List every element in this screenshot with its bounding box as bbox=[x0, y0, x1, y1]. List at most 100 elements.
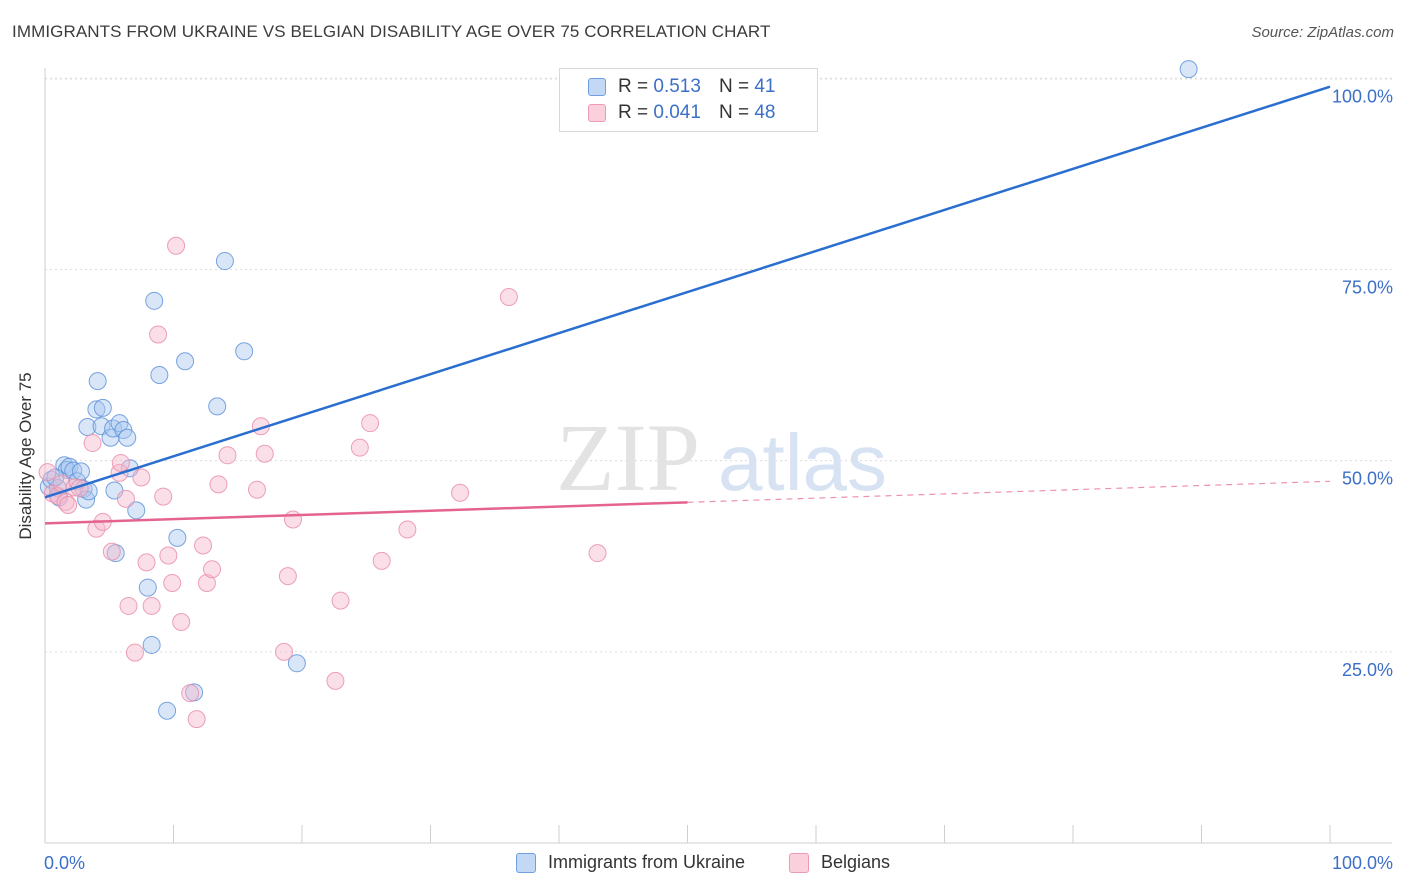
blue-data-point bbox=[71, 462, 90, 481]
pink-trend-line-dashed bbox=[687, 480, 1331, 503]
pink-data-point bbox=[149, 325, 168, 344]
blue-data-point bbox=[208, 397, 227, 416]
blue-data-point bbox=[93, 398, 112, 417]
blue-data-point bbox=[127, 501, 146, 520]
source-label: Source: ZipAtlas.com bbox=[1251, 24, 1394, 41]
pink-data-point bbox=[326, 671, 345, 690]
pink-data-point bbox=[588, 544, 607, 563]
pink-data-point bbox=[181, 684, 200, 703]
pink-data-point bbox=[372, 551, 391, 570]
pink-trend-line bbox=[44, 501, 688, 525]
blue-data-point bbox=[87, 400, 106, 419]
pink-data-point bbox=[38, 463, 57, 482]
y-tick-label: 100.0% bbox=[1332, 86, 1393, 106]
pink-data-point bbox=[218, 446, 237, 465]
legend-swatch-pink bbox=[789, 852, 809, 873]
pink-data-point bbox=[275, 642, 294, 661]
pink-data-point bbox=[278, 567, 297, 586]
x-tick-label: 0.0% bbox=[44, 853, 85, 873]
y-axis-label: Disability Age Over 75 bbox=[16, 372, 35, 540]
blue-data-point bbox=[150, 366, 169, 384]
legend-label-belgians: Belgians bbox=[821, 852, 891, 872]
pink-data-point bbox=[172, 613, 191, 631]
axis-layer bbox=[44, 68, 1392, 844]
x-tick-label: 100.0% bbox=[1332, 853, 1393, 873]
pink-data-point bbox=[111, 453, 130, 472]
grid-layer bbox=[45, 77, 1392, 653]
blue-data-point bbox=[78, 418, 97, 436]
pink-data-point bbox=[361, 414, 380, 433]
trend-layer bbox=[44, 85, 1331, 525]
stats-legend: R = 0.513 N = 41 R = 0.041 N = 48 bbox=[559, 68, 818, 132]
blue-data-point bbox=[138, 578, 157, 597]
legend-r-label: R = bbox=[618, 76, 649, 97]
legend-row-belgians: R = 0.041 N = 48 bbox=[588, 100, 775, 126]
blue-data-point bbox=[142, 635, 161, 654]
pink-data-point bbox=[154, 487, 173, 506]
blue-data-point bbox=[168, 528, 187, 547]
legend-item-belgians: Belgians bbox=[789, 852, 890, 873]
blue-data-point bbox=[158, 701, 177, 720]
blue-data-point bbox=[88, 372, 107, 391]
legend-n-value: 41 bbox=[754, 76, 776, 97]
pink-data-point bbox=[499, 288, 518, 306]
legend-item-ukraine: Immigrants from Ukraine bbox=[515, 852, 745, 873]
pink-data-point bbox=[187, 710, 206, 729]
watermark-atlas: atlas bbox=[718, 418, 887, 507]
pink-data-point bbox=[132, 468, 151, 487]
chart-title: IMMIGRANTS FROM UKRAINE VS BELGIAN DISAB… bbox=[12, 22, 771, 41]
pink-data-point bbox=[255, 444, 274, 463]
pink-data-point bbox=[398, 520, 417, 539]
pink-data-point bbox=[119, 596, 138, 615]
legend-row-ukraine: R = 0.513 N = 41 bbox=[588, 74, 775, 100]
blue-trend-line bbox=[44, 85, 1331, 499]
blue-data-point bbox=[1179, 60, 1198, 79]
pink-data-point bbox=[284, 510, 303, 529]
pink-data-point bbox=[203, 560, 222, 579]
pink-data-point bbox=[59, 496, 78, 514]
y-tick-label: 75.0% bbox=[1342, 277, 1393, 297]
pink-data-point bbox=[137, 553, 156, 572]
points-layer bbox=[38, 60, 1198, 729]
blue-data-point bbox=[235, 342, 254, 361]
blue-data-point bbox=[287, 654, 306, 673]
pink-data-point bbox=[87, 519, 106, 538]
blue-data-point bbox=[215, 252, 234, 271]
pink-data-point bbox=[197, 574, 216, 592]
pink-data-point bbox=[248, 480, 267, 499]
legend-swatch-blue bbox=[588, 78, 606, 96]
pink-data-point bbox=[56, 492, 75, 511]
pink-data-point bbox=[116, 489, 135, 508]
legend-n-label: N = bbox=[718, 102, 750, 123]
y-tick-label: 25.0% bbox=[1342, 660, 1393, 680]
blue-data-point bbox=[145, 291, 164, 310]
legend-label-ukraine: Immigrants from Ukraine bbox=[547, 852, 745, 872]
series-legend: Immigrants from Ukraine Belgians bbox=[0, 852, 1406, 873]
pink-data-point bbox=[125, 643, 144, 662]
pink-data-point bbox=[102, 542, 121, 561]
legend-r-value: 0.041 bbox=[653, 102, 701, 123]
legend-r-value: 0.513 bbox=[653, 76, 701, 97]
pink-data-point bbox=[167, 236, 186, 255]
pink-data-point bbox=[142, 596, 161, 615]
pink-data-point bbox=[194, 536, 213, 555]
legend-n-value: 48 bbox=[754, 102, 776, 123]
pink-data-point bbox=[331, 591, 350, 610]
blue-data-point bbox=[118, 428, 137, 447]
pink-data-point bbox=[451, 483, 470, 502]
pink-data-point bbox=[209, 475, 228, 494]
tick-labels-layer: 25.0% 50.0% 75.0% 100.0% 0.0% 100.0% bbox=[44, 86, 1393, 873]
pink-data-point bbox=[159, 546, 178, 565]
watermark: ZIP atlas bbox=[556, 404, 887, 511]
watermark-zip: ZIP bbox=[556, 404, 700, 511]
y-tick-label: 50.0% bbox=[1342, 469, 1393, 489]
blue-data-point bbox=[176, 352, 195, 371]
legend-swatch-blue bbox=[515, 852, 536, 873]
legend-swatch-pink bbox=[588, 104, 606, 122]
pink-data-point bbox=[350, 438, 369, 457]
pink-data-point bbox=[163, 574, 182, 592]
pink-data-point bbox=[83, 434, 102, 453]
legend-r-label: R = bbox=[618, 102, 649, 123]
legend-n-label: N = bbox=[718, 76, 750, 97]
